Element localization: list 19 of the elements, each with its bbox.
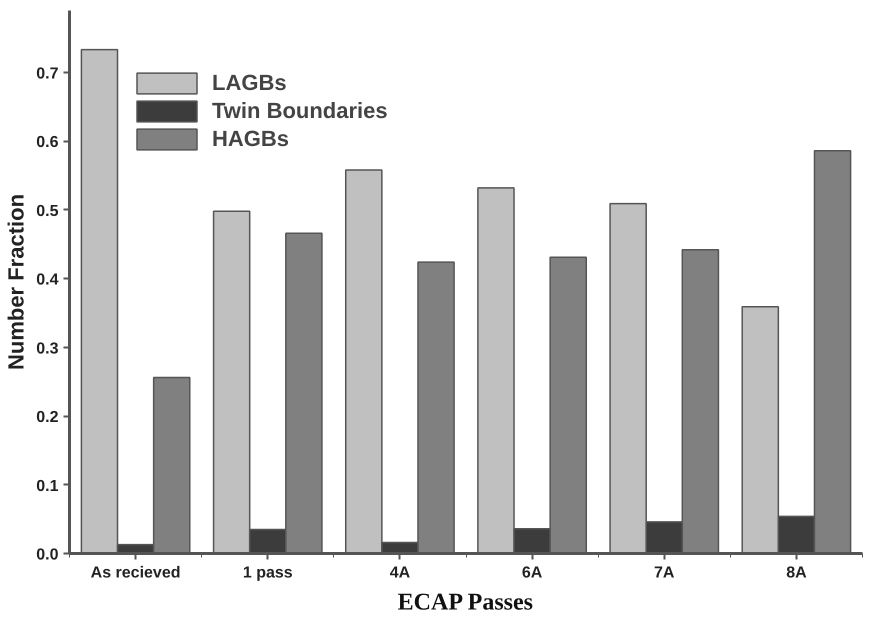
x-tick-label: 6A	[522, 564, 543, 582]
y-tick-label: 0.6	[36, 134, 59, 152]
x-tick-label: 7A	[654, 564, 675, 582]
y-tick-label: 0.7	[36, 65, 59, 82]
x-axis-title: ECAP Passes	[398, 590, 534, 616]
legend-label: HAGBs	[212, 126, 290, 152]
x-tick-label: As recieved	[90, 564, 181, 582]
legend-label: Twin Boundaries	[212, 98, 388, 124]
x-tick-label: 1 pass	[242, 564, 293, 582]
y-tick-label: 0.3	[36, 340, 59, 358]
y-axis-title: Number Fraction	[3, 194, 28, 370]
y-tick-label: 0.2	[36, 409, 59, 426]
x-tick-label: 8A	[786, 564, 808, 582]
legend-label: LAGBs	[212, 70, 287, 96]
y-tick-label: 0.4	[36, 272, 59, 289]
y-tick-label: 0.5	[36, 202, 59, 220]
x-tick-label: 4A	[390, 564, 411, 582]
y-tick-label: 0.1	[36, 478, 59, 495]
y-tick-label: 0.0	[36, 546, 59, 564]
